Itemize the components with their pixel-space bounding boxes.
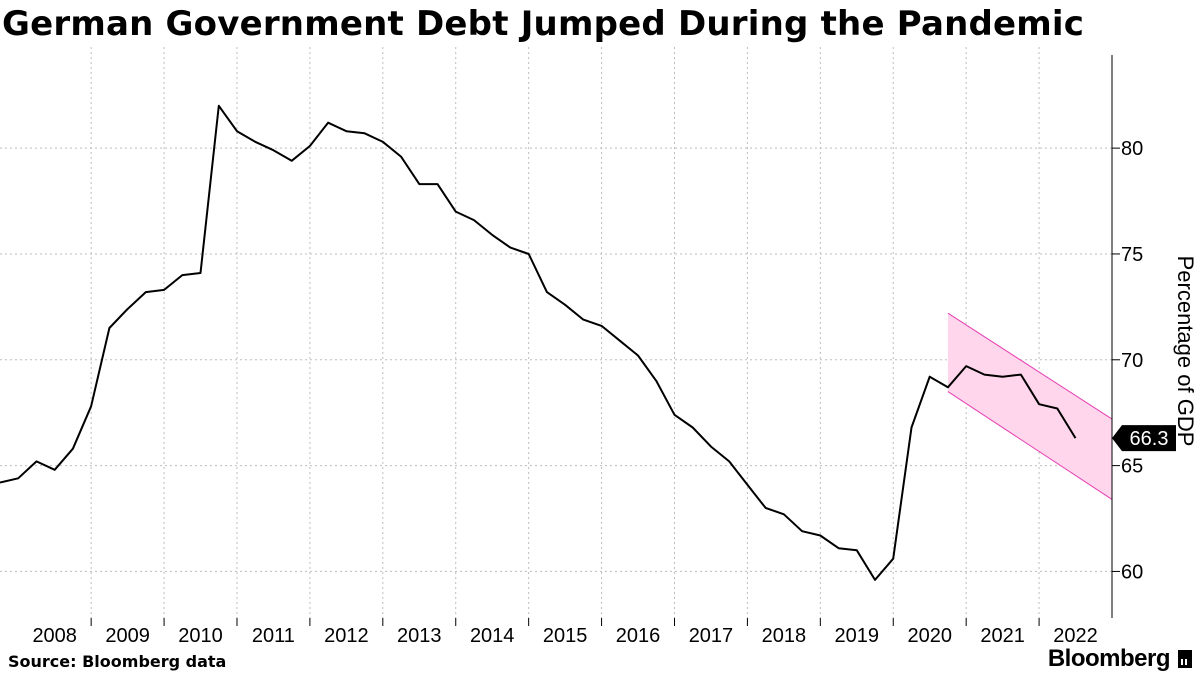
x-tick-label-2016: 2016 xyxy=(616,625,661,647)
y-tick-label-80: 80 xyxy=(1121,138,1143,160)
trend-channel xyxy=(947,312,1113,500)
last-value-badge xyxy=(1112,425,1176,452)
y-axis: 60 65 70 75 80 xyxy=(1111,55,1143,618)
y-tick-label-60: 60 xyxy=(1121,561,1143,583)
series-layer xyxy=(0,104,1077,581)
x-tick-label-2011: 2011 xyxy=(252,625,295,647)
x-tick-label-2019: 2019 xyxy=(835,625,880,647)
channel-band xyxy=(947,313,1112,500)
x-tick-label-2015: 2015 xyxy=(543,625,588,647)
last-value-layer: 66.3 xyxy=(1112,425,1176,452)
x-tick-label-2022: 2022 xyxy=(1053,625,1098,647)
y-tick-label-65: 65 xyxy=(1121,456,1143,478)
x-tick-label-2012: 2012 xyxy=(324,625,369,647)
y-tick-label-70: 70 xyxy=(1121,350,1143,372)
x-tick-label-2018: 2018 xyxy=(762,625,807,647)
source-note: Source: Bloomberg data xyxy=(8,652,227,671)
x-tick-label-2010: 2010 xyxy=(178,625,223,647)
x-tick-label-2008: 2008 xyxy=(32,625,77,647)
bloomberg-mark-icon xyxy=(1178,650,1192,668)
last-value-label: 66.3 xyxy=(1130,428,1169,450)
x-tick-label-2017: 2017 xyxy=(689,625,734,647)
channel-upper-edge xyxy=(947,312,1113,420)
bloomberg-logo: Bloomberg xyxy=(1048,645,1192,673)
gridlines xyxy=(0,47,1112,618)
chart-title: German Government Debt Jumped During the… xyxy=(2,4,1085,44)
x-axis: 2008 2009 2010 2011 2012 2013 2014 2015 2016 2017… xyxy=(32,618,1098,647)
x-tick-label-2009: 2009 xyxy=(105,625,150,647)
y-tick-label-75: 75 xyxy=(1121,244,1143,266)
x-tick-label-2013: 2013 xyxy=(397,625,442,647)
x-tick-label-2020: 2020 xyxy=(907,625,952,647)
brand-name: Bloomberg xyxy=(1047,645,1171,672)
x-tick-label-2021: 2021 xyxy=(980,625,1025,647)
y-axis-label: Percentage of GDP xyxy=(1173,256,1198,447)
x-tick-label-2014: 2014 xyxy=(470,625,515,647)
debt-to-gdp-line xyxy=(0,104,1077,581)
channel-lower-edge xyxy=(947,391,1113,500)
